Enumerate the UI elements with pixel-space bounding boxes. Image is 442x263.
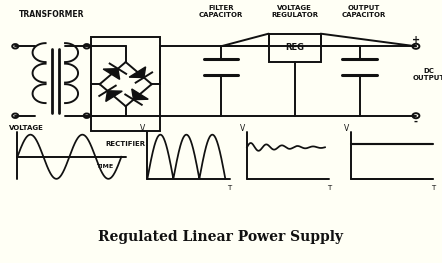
Text: TRANSFORMER: TRANSFORMER (19, 10, 85, 19)
Text: V: V (141, 124, 146, 133)
Polygon shape (106, 91, 122, 102)
Text: RECTIFIER: RECTIFIER (106, 141, 146, 147)
Bar (269, 34, 320, 62)
Polygon shape (103, 69, 120, 79)
Text: V: V (240, 124, 245, 133)
Text: +: + (412, 35, 420, 45)
Text: -: - (414, 117, 418, 127)
Text: TIME: TIME (95, 164, 113, 169)
Text: VOLTAGE: VOLTAGE (9, 125, 44, 131)
Text: FILTER
CAPACITOR: FILTER CAPACITOR (199, 5, 243, 18)
Text: REG: REG (285, 43, 304, 52)
Text: VOLTAGE
REGULATOR: VOLTAGE REGULATOR (271, 5, 318, 18)
Bar (91, 37, 160, 132)
Text: DC
OUTPUT: DC OUTPUT (413, 68, 442, 81)
Text: T: T (327, 185, 332, 191)
Text: T: T (228, 185, 232, 191)
Text: V: V (344, 124, 349, 133)
Text: Regulated Linear Power Supply: Regulated Linear Power Supply (99, 230, 343, 244)
Text: T: T (431, 185, 435, 191)
Polygon shape (129, 67, 145, 78)
Text: OUTPUT
CAPACITOR: OUTPUT CAPACITOR (342, 5, 386, 18)
Polygon shape (132, 89, 148, 100)
